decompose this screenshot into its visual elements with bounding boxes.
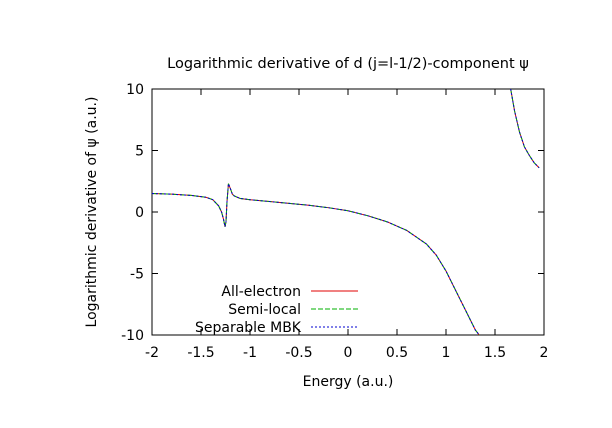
series-line-2 <box>152 89 540 335</box>
legend: All-electron Semi-local Separable MBK <box>195 284 358 336</box>
x-tick-label: -1 <box>243 345 257 361</box>
x-axis-label: Energy (a.u.) <box>303 374 394 390</box>
y-axis-label: Logarithmic derivative of ψ (a.u.) <box>84 97 100 328</box>
x-tick-label: -0.5 <box>285 345 312 361</box>
x-tick-label: -1.5 <box>187 345 214 361</box>
y-tick-label: -10 <box>121 328 144 344</box>
x-tick-label: 1.5 <box>484 345 506 361</box>
y-tick-label: 5 <box>135 144 144 160</box>
legend-label: Semi-local <box>228 302 301 318</box>
legend-label: Separable MBK <box>195 320 302 336</box>
chart-title: Logarithmic derivative of d (j=l-1/2)-co… <box>167 56 529 72</box>
x-tick-label: 2 <box>540 345 549 361</box>
series-line-1 <box>152 89 540 335</box>
axis-ticks: -2 -1.5 -1 -0.5 0 0.5 1 1.5 2 10 5 0 -5 -10 <box>121 82 548 361</box>
series-group <box>152 89 540 335</box>
x-tick-label: 0.5 <box>386 345 408 361</box>
plot-frame <box>151 88 545 336</box>
legend-label: All-electron <box>221 284 301 300</box>
y-tick-label: -5 <box>130 267 144 283</box>
y-tick-label: 10 <box>126 82 144 98</box>
x-tick-label: 0 <box>344 345 353 361</box>
x-tick-label: -2 <box>145 345 159 361</box>
series-line-3 <box>152 89 540 335</box>
y-tick-label: 0 <box>135 205 144 221</box>
x-tick-label: 1 <box>442 345 451 361</box>
